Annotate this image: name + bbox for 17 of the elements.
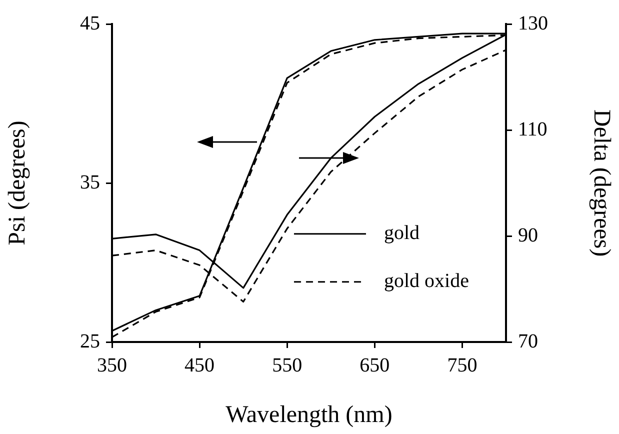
y-tick-label: 25 bbox=[80, 330, 100, 352]
x-axis-title: Wavelength (nm) bbox=[226, 402, 392, 428]
x-tick-label: 550 bbox=[272, 354, 302, 376]
x-tick-label: 650 bbox=[360, 354, 390, 376]
y2-tick-label: 70 bbox=[518, 330, 538, 352]
x-tick-label: 350 bbox=[97, 354, 127, 376]
y2-tick-label: 90 bbox=[518, 224, 538, 246]
y-tick-label: 35 bbox=[80, 171, 100, 194]
y2-tick-label: 110 bbox=[518, 118, 548, 140]
y-tick-label: 45 bbox=[80, 12, 100, 34]
x-tick-label: 450 bbox=[184, 354, 215, 376]
legend-label: gold oxide bbox=[384, 270, 470, 292]
y2-axis-title: Delta (degrees) bbox=[588, 109, 614, 257]
y2-tick-label: 130 bbox=[518, 12, 548, 34]
y-axis-title: Psi (degrees) bbox=[4, 120, 31, 246]
x-tick-label: 750 bbox=[447, 354, 478, 376]
legend-label: gold bbox=[384, 222, 420, 244]
